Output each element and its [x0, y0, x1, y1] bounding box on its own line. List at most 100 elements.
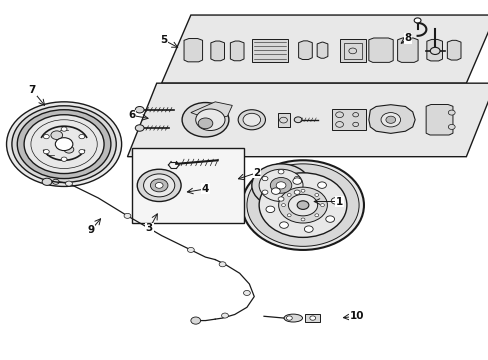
- Circle shape: [278, 187, 327, 223]
- Polygon shape: [298, 41, 312, 59]
- Text: 7: 7: [29, 85, 36, 95]
- Text: 10: 10: [349, 311, 363, 321]
- Circle shape: [17, 110, 111, 179]
- Circle shape: [317, 182, 326, 188]
- Text: 3: 3: [145, 224, 153, 233]
- Circle shape: [42, 178, 52, 185]
- Circle shape: [24, 115, 104, 174]
- Circle shape: [219, 262, 225, 267]
- Text: 9: 9: [87, 225, 94, 235]
- Text: 2: 2: [253, 168, 260, 178]
- Circle shape: [286, 214, 290, 217]
- Circle shape: [447, 125, 454, 130]
- Circle shape: [279, 222, 288, 228]
- Circle shape: [447, 110, 454, 115]
- Circle shape: [259, 173, 346, 237]
- Circle shape: [243, 291, 250, 296]
- Circle shape: [320, 204, 324, 207]
- Polygon shape: [425, 104, 452, 135]
- Bar: [132, 148, 244, 223]
- Circle shape: [79, 134, 84, 139]
- Circle shape: [259, 169, 303, 202]
- Circle shape: [43, 134, 49, 139]
- Polygon shape: [447, 40, 460, 60]
- Circle shape: [195, 109, 224, 131]
- Polygon shape: [210, 41, 224, 61]
- Circle shape: [314, 214, 318, 217]
- Bar: [277, 113, 289, 127]
- Circle shape: [262, 176, 267, 181]
- Circle shape: [294, 190, 300, 194]
- Circle shape: [301, 218, 305, 221]
- Circle shape: [304, 226, 312, 232]
- Circle shape: [265, 206, 274, 212]
- Circle shape: [6, 102, 122, 186]
- Text: 6: 6: [128, 111, 136, 121]
- Circle shape: [262, 190, 267, 194]
- Circle shape: [270, 177, 291, 193]
- Circle shape: [242, 160, 363, 250]
- Circle shape: [330, 198, 339, 204]
- Circle shape: [43, 149, 49, 154]
- Circle shape: [150, 179, 167, 192]
- Circle shape: [246, 164, 358, 246]
- Circle shape: [190, 317, 200, 324]
- Circle shape: [278, 170, 284, 174]
- Circle shape: [413, 18, 420, 23]
- Bar: [344, 42, 361, 59]
- Circle shape: [297, 201, 308, 210]
- Polygon shape: [397, 38, 417, 62]
- Polygon shape: [368, 105, 414, 134]
- Circle shape: [281, 204, 285, 207]
- Circle shape: [286, 316, 292, 320]
- Text: 4: 4: [202, 184, 209, 194]
- Circle shape: [243, 113, 260, 126]
- Polygon shape: [368, 38, 392, 62]
- Circle shape: [65, 181, 72, 186]
- Circle shape: [187, 247, 194, 252]
- Circle shape: [55, 138, 73, 150]
- Ellipse shape: [284, 314, 302, 322]
- Circle shape: [286, 194, 290, 197]
- Circle shape: [135, 107, 144, 113]
- Bar: [331, 109, 366, 130]
- Circle shape: [12, 106, 116, 183]
- Circle shape: [124, 213, 131, 219]
- Circle shape: [385, 116, 395, 123]
- Circle shape: [135, 125, 144, 131]
- Circle shape: [276, 182, 285, 189]
- Circle shape: [278, 197, 284, 201]
- Circle shape: [61, 127, 67, 131]
- Text: 1: 1: [335, 197, 343, 207]
- Circle shape: [238, 110, 265, 130]
- Circle shape: [294, 117, 302, 123]
- Circle shape: [79, 149, 84, 154]
- Polygon shape: [183, 39, 202, 62]
- Polygon shape: [127, 83, 488, 157]
- Circle shape: [182, 103, 228, 137]
- Circle shape: [251, 164, 310, 207]
- Circle shape: [51, 131, 62, 139]
- Bar: [251, 39, 288, 62]
- Circle shape: [61, 157, 67, 161]
- Circle shape: [294, 176, 300, 181]
- Polygon shape: [190, 102, 232, 120]
- Circle shape: [309, 316, 315, 320]
- Circle shape: [155, 183, 163, 188]
- Circle shape: [271, 188, 280, 194]
- Polygon shape: [426, 40, 442, 61]
- Bar: [339, 39, 366, 62]
- Polygon shape: [230, 41, 244, 61]
- Circle shape: [288, 194, 317, 216]
- Circle shape: [64, 146, 74, 153]
- Circle shape: [198, 118, 212, 129]
- Circle shape: [31, 120, 97, 168]
- Circle shape: [314, 194, 318, 197]
- Text: 8: 8: [404, 33, 410, 43]
- Circle shape: [301, 189, 305, 192]
- Circle shape: [221, 313, 228, 318]
- Circle shape: [137, 169, 181, 202]
- Circle shape: [380, 113, 400, 127]
- Circle shape: [143, 174, 174, 197]
- Polygon shape: [161, 15, 488, 83]
